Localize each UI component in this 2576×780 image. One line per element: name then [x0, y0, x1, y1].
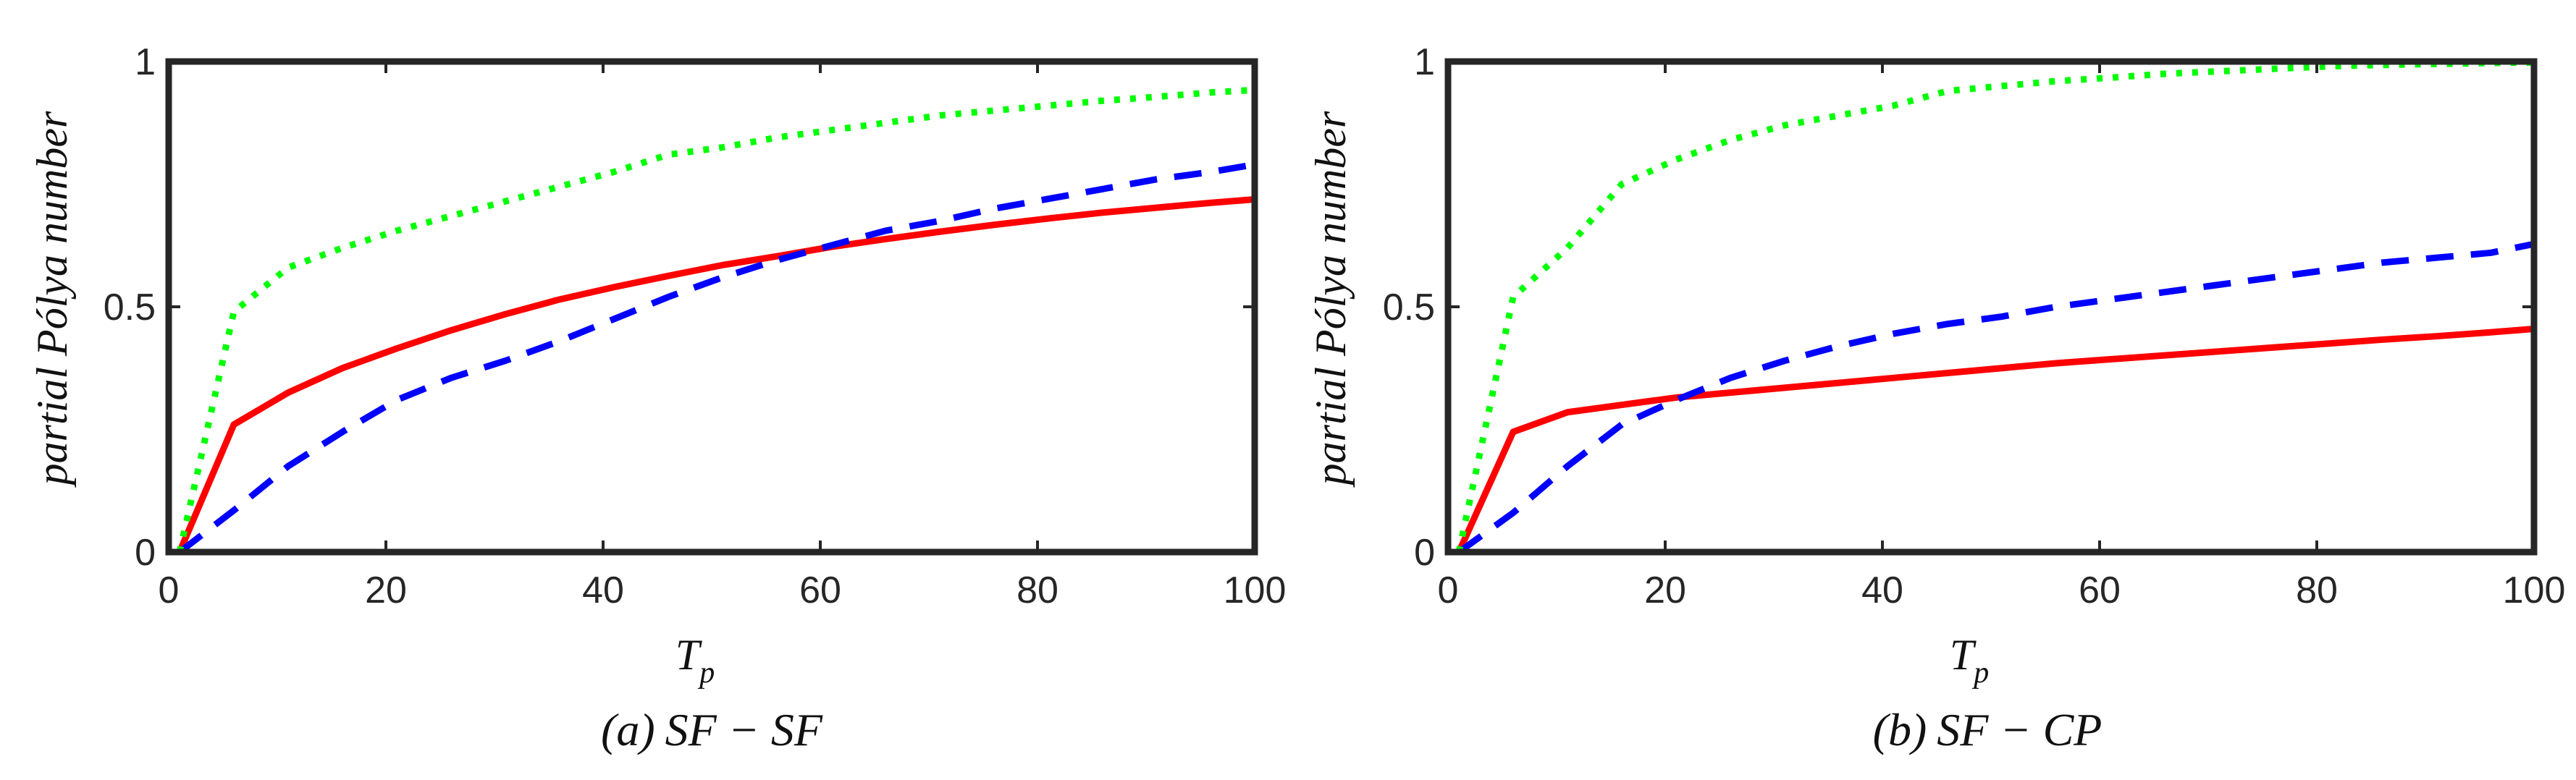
chart-b: partial Pólya number 0 20 40 60 80 100 0 0.5 1 T…: [1307, 41, 2565, 755]
chart-b-xlabel: Tp: [1950, 631, 1989, 690]
chart-a-series: [176, 86, 1255, 555]
chart-a-xtick-label-4: 80: [1016, 569, 1058, 611]
chart-a-ytick-label-2: 1: [135, 41, 156, 83]
chart-a-xtick-label-0: 0: [159, 569, 180, 611]
chart-b-xtick-label-2: 40: [1861, 569, 1903, 611]
chart-b-series-dotted-line: [1455, 59, 2535, 553]
chart-a-ticks: 0 20 40 60 80 100 0 0.5 1: [104, 41, 1287, 611]
chart-a-xtick-label-1: 20: [365, 569, 407, 611]
chart-a-series-dotted-line: [176, 86, 1255, 553]
chart-a-series-solid-line: [176, 196, 1255, 554]
chart-b-axes-frame: [1444, 58, 2538, 556]
chart-b-ytick-label-1: 0.5: [1383, 287, 1435, 328]
chart-a-ylabel: partial Pólya number: [28, 111, 76, 488]
chart-b-xtick-label-3: 60: [2079, 569, 2121, 611]
chart-a-ytick-label-0: 0: [135, 532, 156, 574]
chart-b-caption: (b) SF − CP: [1873, 704, 2103, 755]
chart-b-caption-text: SF − CP: [1937, 704, 2102, 755]
chart-b-series-dashed-line: [1457, 240, 2535, 555]
chart-b-series-solid-line: [1455, 326, 2535, 554]
chart-b-xtick-label-1: 20: [1644, 569, 1686, 611]
chart-a-xtick-label-3: 60: [799, 569, 841, 611]
chart-b-caption-label: (b): [1873, 704, 1927, 755]
chart-b-xtick-label-5: 100: [2503, 569, 2566, 611]
chart-a-xtick-label-5: 100: [1224, 569, 1287, 611]
chart-b-ytick-label-2: 1: [1414, 41, 1435, 83]
chart-a-caption: (a) SF − SF: [601, 704, 823, 755]
chart-a-series-dashed-line: [177, 161, 1255, 555]
chart-b-xtick-label-4: 80: [2296, 569, 2338, 611]
chart-a-xlabel-main: T: [675, 631, 702, 679]
chart-b-xtick-label-0: 0: [1438, 569, 1459, 611]
chart-a: partial Pólya number 0 20 40 60 80 100 0 0.5 1 T…: [28, 41, 1286, 755]
chart-b-xlabel-sub: p: [1971, 656, 1989, 690]
chart-b-series: [1455, 59, 2535, 555]
chart-a-caption-label: (a): [601, 704, 655, 755]
chart-b-ylabel: partial Pólya number: [1307, 111, 1355, 488]
chart-b-ytick-label-0: 0: [1414, 532, 1435, 574]
chart-a-axes-frame: [165, 58, 1258, 556]
chart-b-xlabel-main: T: [1950, 631, 1977, 679]
chart-b-ticks: 0 20 40 60 80 100 0 0.5 1: [1383, 41, 2566, 611]
chart-a-xlabel-sub: p: [697, 656, 715, 690]
chart-a-ytick-label-1: 0.5: [104, 287, 156, 328]
chart-a-xlabel: Tp: [675, 631, 715, 690]
chart-a-caption-text: SF − SF: [665, 704, 823, 755]
chart-a-xtick-label-2: 40: [582, 569, 624, 611]
